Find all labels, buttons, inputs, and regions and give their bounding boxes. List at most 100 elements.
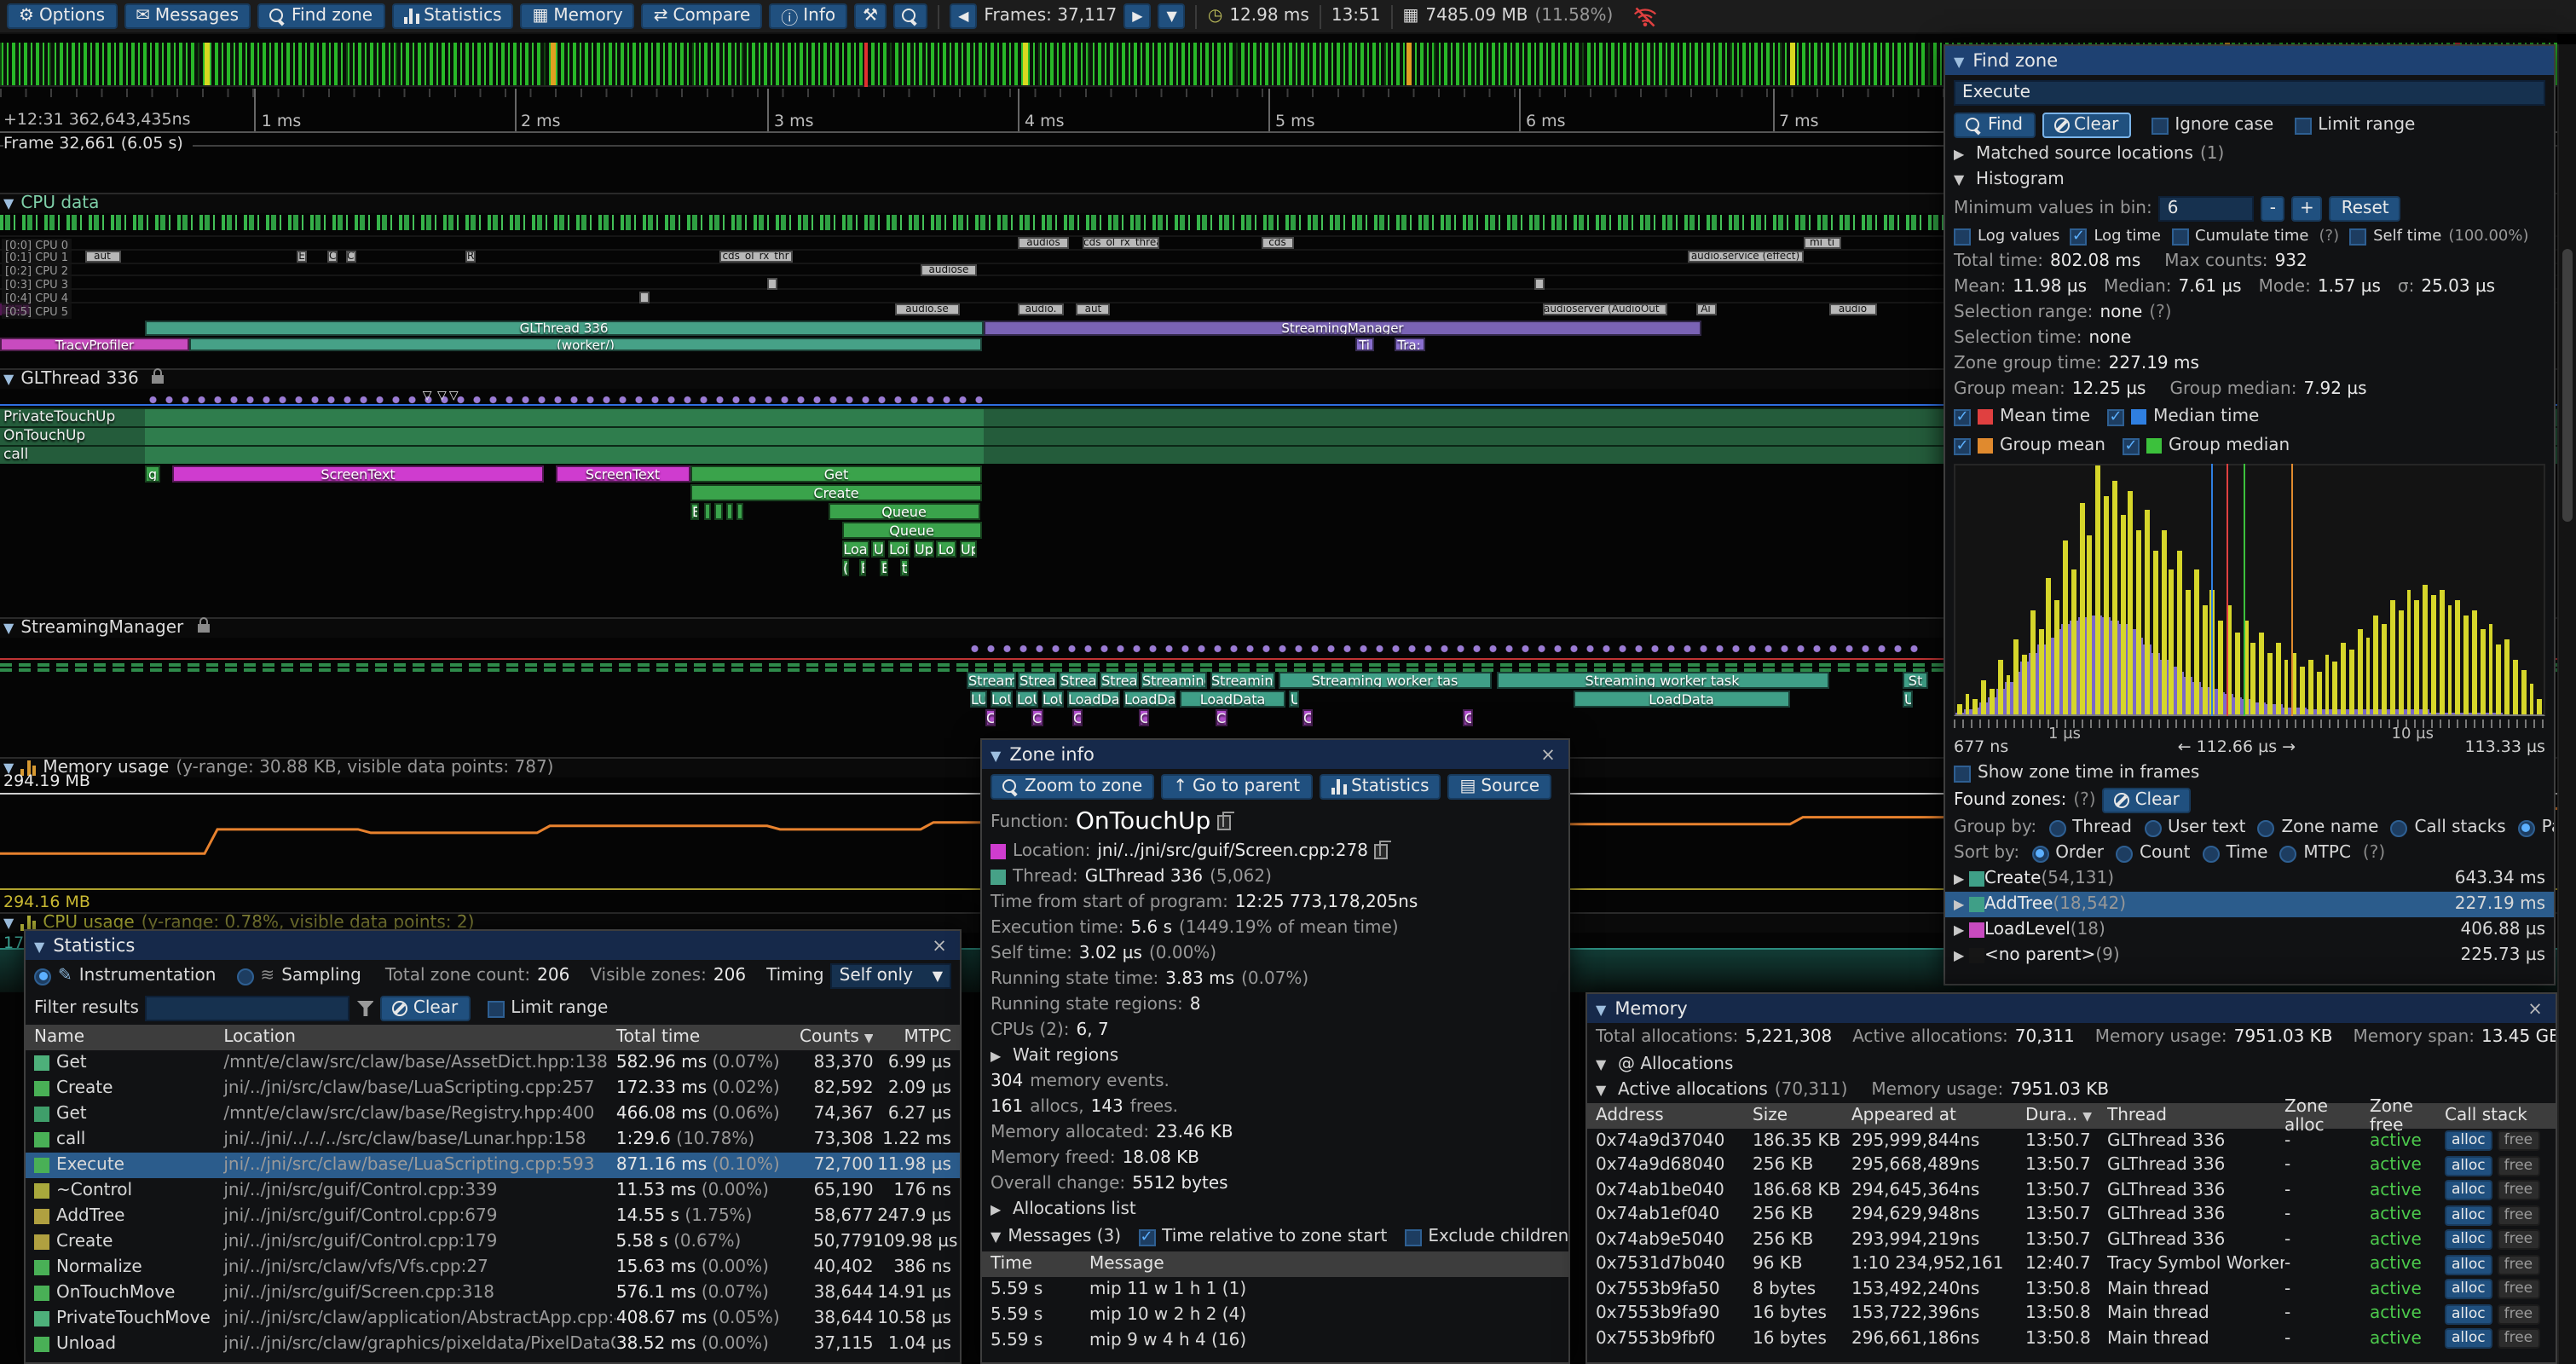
statistics-table-row[interactable]: Normalize jni/../jni/src/claw/vfs/Vfs.cp… xyxy=(26,1255,960,1280)
time-relative-checkbox[interactable]: Time relative to zone start xyxy=(1138,1228,1387,1246)
timeline-zone[interactable]: C xyxy=(1071,709,1082,726)
timeline-zone[interactable]: ( xyxy=(841,559,849,576)
close-icon[interactable] xyxy=(1536,744,1560,765)
matched-locations-collapser[interactable]: Matched source locations(1) xyxy=(1945,142,2554,167)
allocation-row[interactable]: 0x74a9d68040 256 KB 295,668,489ns 13:50.… xyxy=(1587,1153,2556,1178)
wait-regions-collapser[interactable]: Wait regions xyxy=(982,1043,1568,1069)
free-callstack-button[interactable]: free xyxy=(2497,1180,2540,1201)
statistics-table-row[interactable]: OnTouchMove jni/../jni/src/guif/Screen.c… xyxy=(26,1280,960,1306)
group-median-checkbox[interactable]: Group median xyxy=(2122,436,2290,455)
statistics-table-row[interactable]: ~Control jni/../jni/src/guif/Control.cpp… xyxy=(26,1178,960,1204)
timeline-zone[interactable]: LoadData xyxy=(1573,691,1790,708)
copy-icon[interactable] xyxy=(1217,811,1235,829)
timeline-zone[interactable]: Ci xyxy=(1215,709,1227,726)
log-values-checkbox[interactable]: Log values xyxy=(1954,228,2059,245)
collapse-arrow-icon[interactable] xyxy=(991,1228,1001,1246)
radio-option[interactable]: Order xyxy=(2031,844,2104,863)
timeline-zone[interactable]: cds xyxy=(1261,237,1294,248)
find-zone-query-input[interactable] xyxy=(1954,79,2545,105)
group-mean-checkbox[interactable]: Group mean xyxy=(1954,436,2105,455)
timeline-zone[interactable]: Up xyxy=(913,540,933,558)
alloc-callstack-button[interactable]: alloc xyxy=(2445,1205,2492,1226)
collapse-icon[interactable] xyxy=(3,194,14,213)
statistics-table-row[interactable]: Execute jni/../jni/src/claw/base/LuaScri… xyxy=(26,1153,960,1178)
sampling-radio[interactable]: Sampling xyxy=(236,967,361,985)
free-callstack-button[interactable]: free xyxy=(2497,1303,2540,1325)
timeline-zone[interactable]: Queue xyxy=(841,522,982,539)
scrollbar-thumb[interactable] xyxy=(2562,249,2573,522)
source-button[interactable]: Source xyxy=(1447,774,1552,800)
zone-info-titlebar[interactable]: Zone info xyxy=(982,740,1568,769)
found-zone-row[interactable]: <no parent> (9) 225.73 µs xyxy=(1945,943,2554,968)
statistics-table-row[interactable]: Unload jni/../jni/src/claw/graphics/pixe… xyxy=(26,1332,960,1357)
radio-option[interactable]: User text xyxy=(2144,818,2245,837)
vertical-scrollbar[interactable] xyxy=(2557,44,2576,1364)
alloc-callstack-button[interactable]: alloc xyxy=(2445,1155,2492,1176)
bin-increase-button[interactable]: + xyxy=(2290,195,2323,221)
show-zone-time-checkbox[interactable]: Show zone time in frames xyxy=(1954,764,2199,783)
ignore-case-checkbox[interactable]: Ignore case xyxy=(2151,116,2273,135)
timeline-zone[interactable]: audiose xyxy=(921,264,977,275)
find-button[interactable]: Find xyxy=(1954,113,2035,138)
collapse-icon[interactable] xyxy=(3,370,14,389)
timeline-zone[interactable]: Ai xyxy=(1695,303,1716,315)
timeline-zone[interactable]: Streaming xyxy=(1210,672,1276,689)
timeline-zone[interactable]: LoadDaU xyxy=(1123,691,1176,708)
timeline-zone[interactable]: audio. xyxy=(1018,303,1064,315)
disconnected-icon[interactable] xyxy=(1633,4,1657,28)
free-callstack-button[interactable]: free xyxy=(2497,1130,2540,1152)
expand-arrow-icon[interactable] xyxy=(1954,895,1969,914)
alloc-callstack-button[interactable]: alloc xyxy=(2445,1328,2492,1350)
timeline-zone[interactable]: Streaming xyxy=(1141,672,1207,689)
timeline-zone[interactable] xyxy=(714,503,723,520)
timeline-zone[interactable]: LoU xyxy=(1015,691,1038,708)
allocations-list-collapser[interactable]: Allocations list xyxy=(982,1197,1568,1222)
limit-range-checkbox[interactable]: Limit range xyxy=(2294,116,2415,135)
free-callstack-button[interactable]: free xyxy=(2497,1328,2540,1350)
timeline-zone[interactable]: U xyxy=(871,540,885,558)
next-frame-button[interactable] xyxy=(1123,3,1152,29)
timeline-zone[interactable]: audio.se xyxy=(895,303,959,315)
bin-decrease-button[interactable]: - xyxy=(2261,195,2284,221)
compare-button[interactable]: Compare xyxy=(641,3,763,29)
timing-dropdown[interactable]: Self only xyxy=(830,963,951,989)
zone-row[interactable]: call xyxy=(0,445,2557,464)
log-time-checkbox[interactable]: Log time xyxy=(2070,228,2161,245)
statistics-titlebar[interactable]: Statistics xyxy=(26,931,960,960)
expand-arrow-icon[interactable] xyxy=(1954,921,1969,939)
timeline-zone[interactable]: E xyxy=(880,559,887,576)
statistics-table-row[interactable]: AddTree jni/../jni/src/guif/Control.cpp:… xyxy=(26,1204,960,1229)
timeline-zone[interactable]: C xyxy=(985,709,995,726)
timeline-zone[interactable]: C xyxy=(1302,709,1312,726)
find-zone-titlebar[interactable]: Find zone xyxy=(1945,46,2554,75)
alloc-callstack-button[interactable]: alloc xyxy=(2445,1229,2492,1251)
timeline-zone[interactable]: Queue xyxy=(829,503,979,520)
timeline-zone[interactable]: cds_ol_rx_thr xyxy=(719,251,793,262)
statistics-table-row[interactable]: Create jni/../jni/src/guif/Control.cpp:1… xyxy=(26,1229,960,1255)
clear-found-button[interactable]: Clear xyxy=(2102,788,2192,813)
copy-icon[interactable] xyxy=(1374,841,1392,859)
timeline-zone[interactable]: cds_ol_rx_threa xyxy=(1082,237,1158,248)
alloc-callstack-button[interactable]: alloc xyxy=(2445,1303,2492,1325)
timeline-zone[interactable]: Loi xyxy=(887,540,910,558)
timeline-zone[interactable]: Strea xyxy=(1059,672,1099,689)
timeline-zone[interactable]: audioserver (AudioOut_D) xyxy=(1542,303,1667,315)
timeline-zone[interactable]: GLThread 336 xyxy=(144,321,984,336)
active-allocations-collapser[interactable]: Active allocations (70,311) Memory usage… xyxy=(1587,1078,2556,1103)
timeline-zone[interactable]: E xyxy=(297,251,307,262)
alloc-callstack-button[interactable]: alloc xyxy=(2445,1279,2492,1300)
statistics-table-row[interactable]: Create jni/../jni/src/claw/base/LuaScrip… xyxy=(26,1076,960,1101)
allocations-collapser[interactable]: @ Allocations xyxy=(1587,1052,2556,1078)
memory-titlebar[interactable]: Memory xyxy=(1587,994,2556,1023)
timeline-zone[interactable]: C xyxy=(327,251,338,262)
expand-arrow-icon[interactable] xyxy=(1954,946,1969,965)
timeline-zone[interactable]: E xyxy=(690,503,700,520)
statistics-button[interactable]: Statistics xyxy=(391,3,514,29)
timeline-zone[interactable]: Streaming worker tas xyxy=(1279,672,1491,689)
free-callstack-button[interactable]: free xyxy=(2497,1254,2540,1275)
zoom-to-zone-button[interactable]: Zoom to zone xyxy=(991,774,1155,800)
radio-option[interactable]: Parent xyxy=(2517,818,2554,837)
found-zone-row[interactable]: Create (54,131) 643.34 ms xyxy=(1945,866,2554,892)
collapse-icon[interactable] xyxy=(3,619,14,638)
histogram-collapser[interactable]: Histogram xyxy=(1945,167,2554,193)
